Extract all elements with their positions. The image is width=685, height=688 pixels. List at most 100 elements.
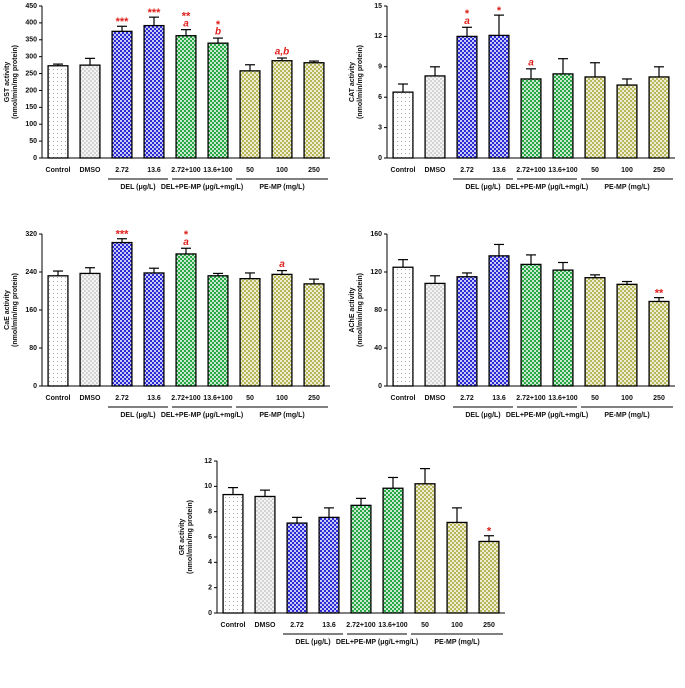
panel: AChE activity (nmol/min/mg protein) 0 40 80 1… [349, 231, 675, 419]
x-tick-label: 2.72+100 [516, 395, 545, 402]
x-tick-label: Control [46, 395, 71, 402]
y-tick-label: 6 [208, 534, 212, 541]
group-label: DEL (μg/L) [120, 412, 155, 419]
x-tick-label: 50 [591, 395, 599, 402]
x-tick-label: Control [46, 167, 71, 174]
y-axis-label: (nmol/min/mg protein) [12, 273, 19, 347]
bar [111, 30, 133, 159]
bar [446, 521, 468, 614]
y-tick-label: 6 [378, 94, 382, 101]
x-tick-label: Control [391, 395, 416, 402]
x-tick-label: Control [391, 167, 416, 174]
y-tick-label: 80 [374, 307, 382, 314]
y-axis-label: AChE activity [349, 287, 356, 332]
bar [424, 282, 446, 387]
x-tick-label: 13.6+100 [548, 395, 577, 402]
significance-stars: ** [182, 11, 191, 23]
y-tick-label: 50 [29, 138, 37, 145]
significance-stars: ** [655, 288, 664, 300]
significance-stars: *** [116, 16, 130, 28]
y-tick-label: 12 [204, 458, 212, 465]
y-tick-label: 0 [208, 610, 212, 617]
x-tick-label: DMSO [255, 622, 277, 629]
group-label: DEL (μg/L) [295, 639, 330, 646]
significance-stars: *** [148, 7, 162, 19]
bar [350, 504, 372, 614]
significance-letter: a [464, 16, 470, 27]
group-label: DEL (μg/L) [120, 184, 155, 191]
bar [222, 493, 244, 614]
x-tick-label: 250 [653, 167, 665, 174]
y-tick-label: 0 [33, 383, 37, 390]
x-tick-label: 250 [308, 167, 320, 174]
y-tick-label: 160 [25, 307, 37, 314]
y-tick-label: 10 [204, 483, 212, 490]
group-label: DEL+PE-MP (μg/L+mg/L) [506, 412, 588, 419]
bar [392, 91, 414, 159]
bar [271, 273, 293, 387]
x-tick-label: 13.6+100 [203, 167, 232, 174]
y-tick-label: 80 [29, 345, 37, 352]
significance-stars: * [465, 8, 470, 20]
group-label: DEL+PE-MP (μg/L+mg/L) [506, 184, 588, 191]
x-tick-label: 2.72 [115, 167, 129, 174]
bar [303, 62, 325, 159]
x-tick-label: 100 [621, 167, 633, 174]
bar [79, 272, 101, 387]
significance-stars: * [184, 229, 189, 241]
bar [478, 540, 500, 614]
y-tick-label: 15 [374, 3, 382, 10]
bar [488, 34, 510, 159]
bar [143, 272, 165, 387]
panel: GST activity (nmol/min/mg protein) 0 50 100 1… [4, 3, 330, 191]
x-tick-label: 100 [276, 167, 288, 174]
group-label: DEL (μg/L) [465, 184, 500, 191]
x-tick-label: 100 [621, 395, 633, 402]
x-tick-label: 2.72 [115, 395, 129, 402]
bar [239, 70, 261, 159]
x-tick-label: 50 [591, 167, 599, 174]
x-tick-label: DMSO [425, 395, 447, 402]
panel: CAT activity (nmol/min/mg protein) 0 3 6 9 12 1… [349, 3, 675, 191]
x-tick-label: 13.6+100 [203, 395, 232, 402]
y-tick-label: 240 [25, 269, 37, 276]
bar [520, 78, 542, 159]
significance-stars: * [497, 5, 502, 17]
y-tick-label: 320 [25, 231, 37, 238]
bar [584, 76, 606, 159]
y-axis-label: GST activity [4, 62, 11, 103]
y-tick-label: 40 [374, 345, 382, 352]
y-axis-label: CAT activity [349, 62, 356, 102]
x-tick-label: 2.72 [290, 622, 304, 629]
group-label: DEL (μg/L) [465, 412, 500, 419]
y-axis-label: (nmol/min/mg protein) [12, 45, 19, 119]
bar [175, 253, 197, 387]
bar [254, 495, 276, 614]
y-tick-label: 450 [25, 3, 37, 10]
bar [456, 35, 478, 159]
significance-stars: *** [116, 229, 130, 241]
x-tick-label: 250 [308, 395, 320, 402]
bar [239, 277, 261, 387]
bar [488, 255, 510, 387]
bar [414, 483, 436, 614]
bar [552, 73, 574, 159]
x-tick-label: 50 [421, 622, 429, 629]
x-tick-label: 2.72+100 [171, 167, 200, 174]
bar [286, 522, 308, 614]
group-label: PE-MP (mg/L) [604, 184, 649, 191]
group-label: PE-MP (mg/L) [604, 412, 649, 419]
group-label: DEL+PE-MP (μg/L+mg/L) [161, 412, 243, 419]
bar [552, 269, 574, 387]
bar [616, 84, 638, 159]
y-tick-label: 8 [208, 509, 212, 516]
x-tick-label: 250 [653, 395, 665, 402]
bar [648, 300, 670, 387]
y-tick-label: 250 [25, 70, 37, 77]
y-tick-label: 120 [370, 269, 382, 276]
group-label: PE-MP (mg/L) [434, 639, 479, 646]
y-tick-label: 0 [378, 383, 382, 390]
bar [648, 76, 670, 159]
group-label: DEL+PE-MP (μg/L+mg/L) [161, 184, 243, 191]
significance-stars: * [487, 526, 492, 538]
